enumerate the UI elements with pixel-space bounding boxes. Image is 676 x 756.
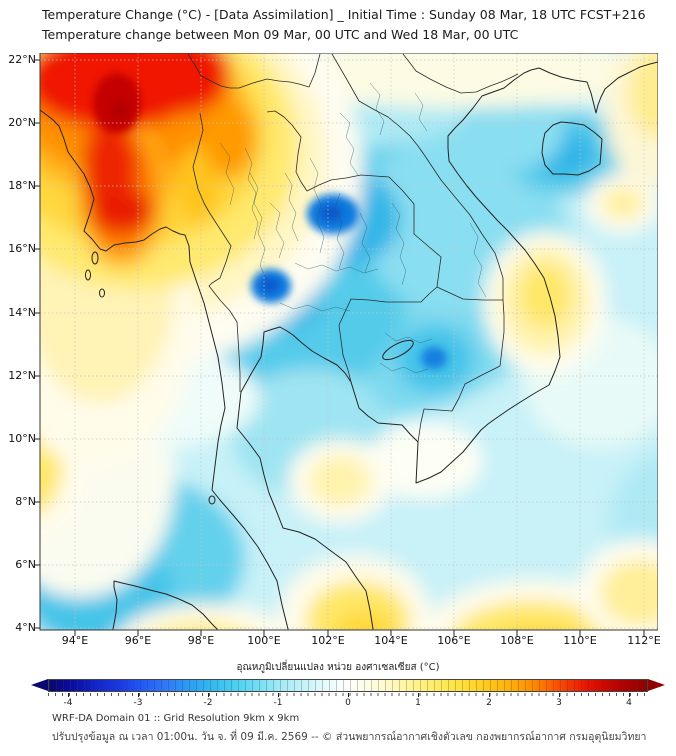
admin-borders: [219, 82, 487, 374]
map-canvas: [34, 53, 658, 636]
lon-label-110e: 110°E: [563, 634, 597, 647]
lon-label-98e: 98°E: [187, 634, 215, 647]
colorbar-tick-2: 2: [474, 693, 504, 708]
lon-label-104e: 104°E: [374, 634, 408, 647]
lat-label-8n: 8°N: [15, 495, 36, 508]
lon-label-96e: 96°E: [124, 634, 152, 647]
colorbar-tick-neg2: -2: [193, 693, 223, 708]
colorbar-tick-neg4: -4: [53, 693, 83, 708]
colorbar-tick-1: 1: [403, 693, 433, 708]
lon-label-112e: 112°E: [627, 634, 661, 647]
title-line-1: Temperature Change (°C) - [Data Assimila…: [42, 7, 646, 22]
colorbar-tick-0: 0: [333, 693, 363, 708]
colorbar-tick-3: 3: [544, 693, 574, 708]
colorbar-tick-neg3: -3: [123, 693, 153, 708]
country-borders: [187, 53, 519, 443]
colorbar-left-arrow: [31, 679, 48, 691]
temperature-field: [40, 53, 658, 630]
lon-label-102e: 102°E: [311, 634, 345, 647]
colorbar-title: อุณหภูมิเปลี่ยนแปลง หน่วย องศาเซลเซียส (…: [236, 662, 440, 673]
lon-label-108e: 108°E: [500, 634, 534, 647]
map-frame: [39, 53, 658, 631]
colorbar-right-arrow: [648, 679, 665, 691]
colorbar-tick-4: 4: [614, 693, 644, 708]
title-line-2: Temperature change between Mon 09 Mar, 0…: [42, 27, 519, 42]
footer-update-credit: ปรับปรุงข้อมูล ณ เวลา 01:00น. วัน จ. ที่…: [52, 731, 647, 743]
footer-domain-info: WRF-DA Domain 01 :: Grid Resolution 9km …: [52, 713, 300, 724]
colorbar-tick-neg1: -1: [263, 693, 293, 708]
lat-label-14n: 14°N: [8, 306, 36, 319]
lat-label-6n: 6°N: [15, 558, 36, 571]
graticule: [40, 53, 658, 630]
lat-label-4n: 4°N: [15, 621, 36, 634]
title-block: Temperature Change (°C) - [Data Assimila…: [42, 5, 646, 45]
colorbar: [48, 679, 648, 692]
lat-label-10n: 10°N: [8, 432, 36, 445]
lat-label-22n: 22°N: [8, 53, 36, 66]
lat-label-12n: 12°N: [8, 369, 36, 382]
lon-label-100e: 100°E: [247, 634, 281, 647]
lon-label-106e: 106°E: [437, 634, 471, 647]
coastlines: [40, 61, 658, 630]
lat-label-16n: 16°N: [8, 242, 36, 255]
lat-label-18n: 18°N: [8, 179, 36, 192]
axis-ticks: [34, 59, 645, 636]
lat-label-20n: 20°N: [8, 116, 36, 129]
lon-label-94e: 94°E: [61, 634, 89, 647]
